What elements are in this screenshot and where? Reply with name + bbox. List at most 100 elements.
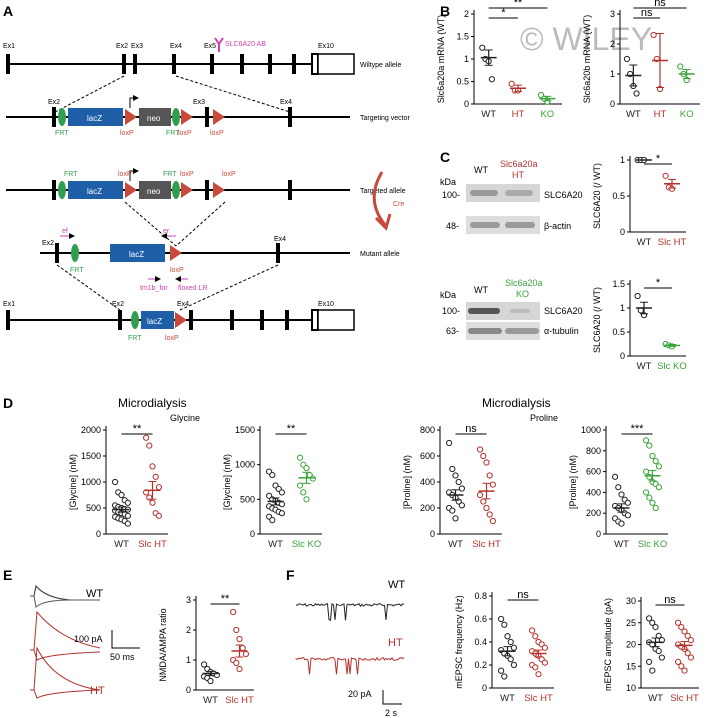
y-tick-label: 1.5 [456, 32, 469, 42]
tv-frt1-label: FRT [55, 130, 69, 137]
data-point [677, 63, 684, 70]
ma-lox-label: loxP [170, 267, 184, 274]
tv-lox-1 [125, 109, 137, 125]
data-point [236, 635, 243, 643]
y-tick-label: 400 [586, 487, 601, 497]
ma-frt [71, 244, 79, 262]
cre-arrow-icon [372, 171, 387, 226]
tv-ex2-label: Ex2 [48, 99, 60, 106]
data-point [143, 434, 150, 441]
data-point [652, 458, 659, 465]
data-point [612, 473, 619, 480]
y-axis-label: [Proline] (nM) [402, 455, 412, 509]
data-point [498, 615, 505, 623]
sig-label: ** [514, 0, 523, 9]
mutant-allele: lacZ Ex2 Ex4 ef er FRT loxP tm1b_for flo… [40, 228, 400, 292]
y-tick-label: 0.8 [474, 591, 487, 601]
data-point [278, 501, 285, 508]
ta-lacz-label: lacZ [87, 187, 102, 196]
y-tick-label: 0.6 [474, 614, 487, 624]
panel-f-label: F [286, 567, 295, 583]
data-point [504, 633, 511, 640]
f-scale-pa: 20 pA [348, 689, 372, 699]
data-point [269, 517, 276, 524]
x-tick-label: Slc HT [670, 693, 699, 704]
d-title-2: Microdialysis [482, 396, 551, 410]
tv-caption: Targeting vector [360, 115, 410, 122]
data-point [678, 663, 685, 670]
x-tick-label: Slc KO [292, 539, 322, 550]
y-tick-label: 0 [596, 529, 601, 539]
y-tick-label: 3 [186, 595, 191, 605]
x-tick-label: Slc KO [657, 361, 687, 372]
data-point [643, 437, 650, 444]
data-point [233, 626, 240, 634]
chart-f-mepsc-amplitude: 10 15 20 25 30 mEPSC amplitude (pA) WT Slc HT ns [603, 594, 699, 704]
ko-ex10-label: Ex10 [318, 301, 334, 308]
data-point [489, 517, 496, 525]
trace-wt [295, 602, 405, 621]
data-point [687, 637, 695, 644]
data-point [479, 44, 486, 51]
data-point [230, 608, 237, 616]
ma-caption: Mutant allele [360, 251, 400, 258]
tv-frt2-label: FRT [166, 130, 180, 137]
sig-label: ns [664, 594, 676, 606]
c-kda-1: kDa [440, 177, 456, 187]
cre-label: Cre [393, 201, 404, 208]
data-point [488, 76, 495, 83]
c-tubulin: α-tubulin [544, 326, 579, 336]
data-point [112, 478, 119, 486]
y-tick-label: 0 [620, 351, 625, 361]
sig-label: ns [465, 423, 477, 435]
data-point [501, 673, 508, 680]
y-axis-label: [Glycine] (nM) [68, 454, 78, 510]
ta-lox-1 [125, 182, 137, 198]
blot-slc6a20-ko [466, 302, 540, 320]
data-point [510, 661, 518, 669]
data-point [155, 512, 162, 519]
d-sub-2: Proline [530, 413, 558, 423]
data-point [452, 472, 459, 479]
tv-lox-2 [181, 109, 193, 125]
y-axis-label: mEPSC frequency (Hz) [454, 595, 464, 689]
sig-label: * [501, 7, 506, 19]
tv-frt-1 [58, 108, 66, 126]
tv-lox2-label: loxP [178, 130, 192, 137]
y-tick-label: 25 [626, 618, 636, 628]
ko-ex1-label: Ex1 [3, 301, 15, 308]
y-axis-label: NMDA/AMPA ratio [158, 608, 168, 681]
data-point [634, 292, 641, 300]
data-point [124, 499, 132, 506]
data-point [278, 489, 285, 496]
y-tick-label: 1.5 [612, 279, 625, 289]
data-point [529, 627, 536, 634]
x-tick-label: Slc HT [472, 539, 501, 550]
c-ko-2a: Slc6a20a [505, 278, 543, 288]
c-kda-2: kDa [440, 290, 456, 300]
y-tick-label: 200 [586, 508, 601, 518]
x-tick-label: Slc HT [658, 237, 687, 248]
x-tick-label: Slc HT [225, 695, 254, 706]
x-tick-label: WT [626, 109, 641, 120]
x-tick-label: Slc KO [638, 539, 668, 550]
data-point [535, 671, 542, 678]
panel-a-label: A [3, 3, 13, 19]
y-tick-label: 500 [240, 494, 255, 504]
data-point [678, 624, 685, 631]
c-m100a: 100- [442, 190, 460, 200]
data-point [643, 468, 650, 475]
y-tick-label: 1000 [81, 477, 101, 487]
ko-lox-label: loxP [165, 335, 179, 342]
y-tick-label: 500 [86, 503, 101, 513]
y-tick-label: 600 [586, 467, 601, 477]
chart-e-nmda-ampa: 0 1 2 3 NMDA/AMPA ratio WT Slc HT ** [158, 593, 254, 706]
data-point [118, 491, 125, 499]
x-tick-label: WT [481, 109, 496, 120]
data-point [646, 658, 653, 666]
f-scalebar [382, 690, 402, 705]
data-point [649, 667, 656, 674]
ta-neo-label: neo [147, 187, 161, 196]
ta-lox-3 [213, 182, 225, 198]
